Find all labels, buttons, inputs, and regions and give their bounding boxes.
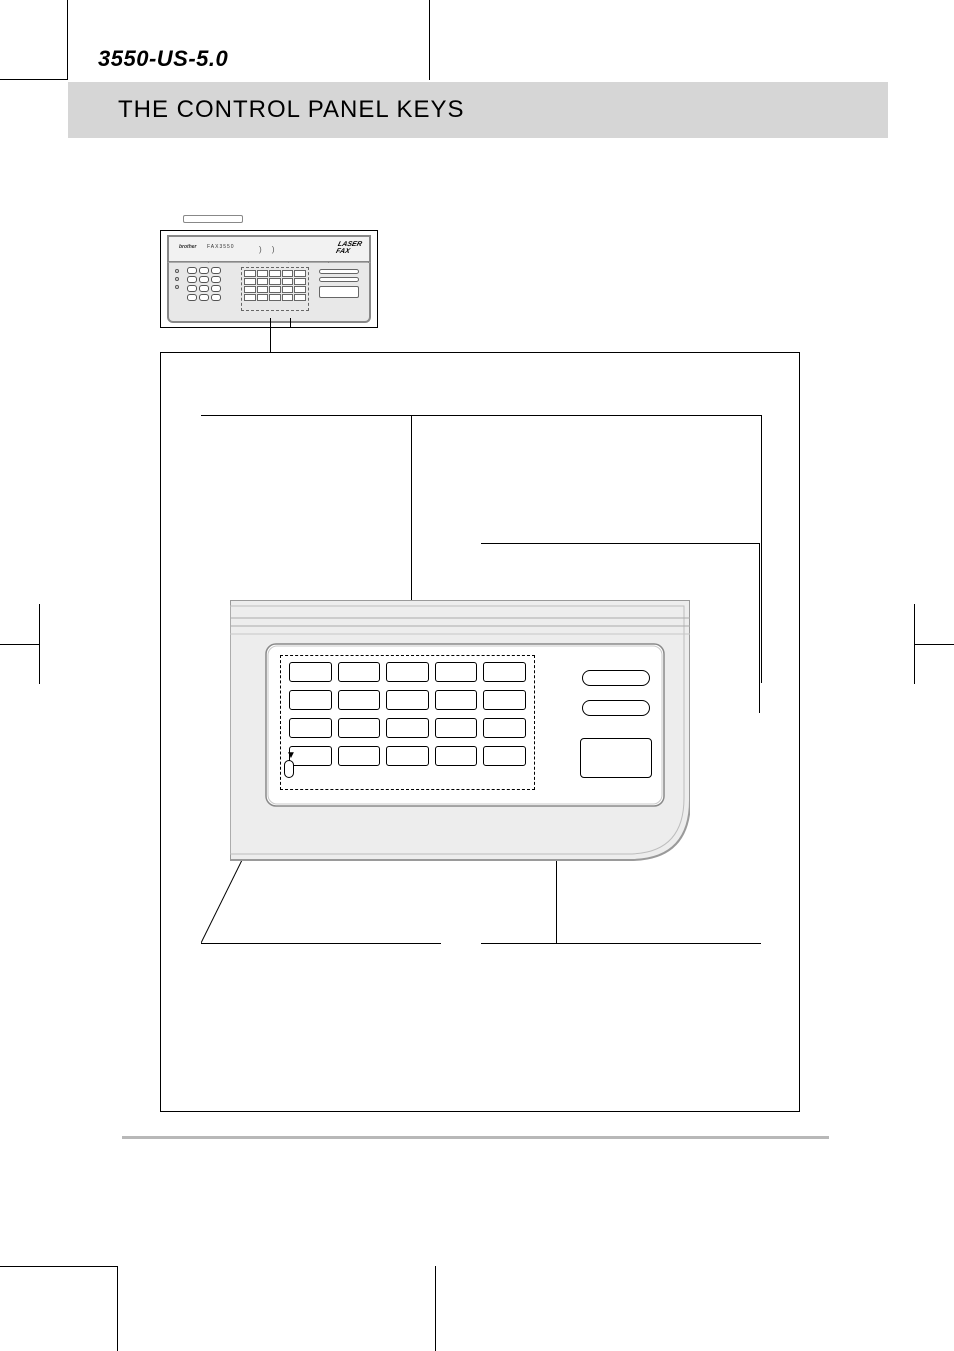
onetouch-key[interactable]	[289, 690, 332, 710]
onetouch-key[interactable]	[435, 662, 478, 682]
onetouch-key[interactable]	[483, 746, 526, 766]
onetouch-row	[289, 746, 526, 766]
callout-line	[759, 543, 760, 713]
onetouch-key[interactable]	[289, 718, 332, 738]
crop-mark	[914, 644, 954, 645]
crop-mark	[67, 0, 68, 80]
start-key[interactable]	[580, 738, 652, 778]
stop-key[interactable]	[582, 700, 650, 716]
onetouch-row	[289, 690, 526, 710]
crop-mark	[914, 604, 915, 684]
crop-mark	[435, 1266, 436, 1351]
onetouch-key[interactable]	[483, 718, 526, 738]
onetouch-key[interactable]	[386, 746, 429, 766]
callout-connector	[270, 318, 271, 352]
onetouch-row	[289, 662, 526, 682]
overview-top-cover: brother FAX3550 ) ) LASER FAX	[167, 235, 371, 263]
page-title: THE CONTROL PANEL KEYS	[118, 96, 465, 124]
overview-lcd	[183, 215, 243, 223]
title-bar: THE CONTROL PANEL KEYS	[68, 82, 888, 138]
callout-line	[481, 943, 761, 944]
crop-mark	[0, 1266, 118, 1267]
onetouch-key[interactable]	[386, 690, 429, 710]
onetouch-key-area	[280, 655, 535, 790]
onetouch-key[interactable]	[338, 662, 381, 682]
crop-mark	[117, 1266, 118, 1351]
onetouch-key[interactable]	[338, 746, 381, 766]
crop-mark	[0, 644, 40, 645]
onetouch-key[interactable]	[289, 662, 332, 682]
onetouch-key[interactable]	[338, 718, 381, 738]
doc-id: 3550-US-5.0	[98, 46, 228, 72]
crop-mark	[429, 0, 430, 80]
callout-line	[481, 415, 761, 416]
callout-line	[481, 543, 759, 544]
overview-indicators: ) )	[259, 245, 279, 254]
onetouch-key[interactable]	[435, 718, 478, 738]
onetouch-key[interactable]	[483, 690, 526, 710]
device-overview: brother FAX3550 ) ) LASER FAX	[160, 230, 378, 328]
crop-mark	[0, 79, 68, 80]
brand-label: brother	[179, 244, 197, 250]
control-panel-detail: ▼	[230, 600, 690, 875]
onetouch-row	[289, 718, 526, 738]
callout-line	[201, 415, 202, 416]
overview-right-controls	[319, 269, 359, 298]
overview-panel-body	[167, 263, 371, 323]
callout-indicator	[290, 318, 291, 328]
overview-leds	[175, 269, 183, 293]
crop-mark	[39, 604, 40, 684]
onetouch-key[interactable]	[338, 690, 381, 710]
help-key[interactable]	[582, 670, 650, 686]
overview-onetouch	[241, 267, 309, 311]
callout-line	[761, 415, 762, 683]
onetouch-key[interactable]	[386, 718, 429, 738]
laser-fax-logo: LASER FAX	[335, 241, 362, 255]
footer-rule	[122, 1136, 829, 1139]
overview-keypad	[187, 267, 235, 303]
onetouch-key[interactable]	[435, 746, 478, 766]
onetouch-key[interactable]	[435, 690, 478, 710]
shift-key[interactable]	[284, 760, 294, 778]
model-label: FAX3550	[207, 244, 235, 250]
onetouch-key[interactable]	[483, 662, 526, 682]
onetouch-key[interactable]	[386, 662, 429, 682]
